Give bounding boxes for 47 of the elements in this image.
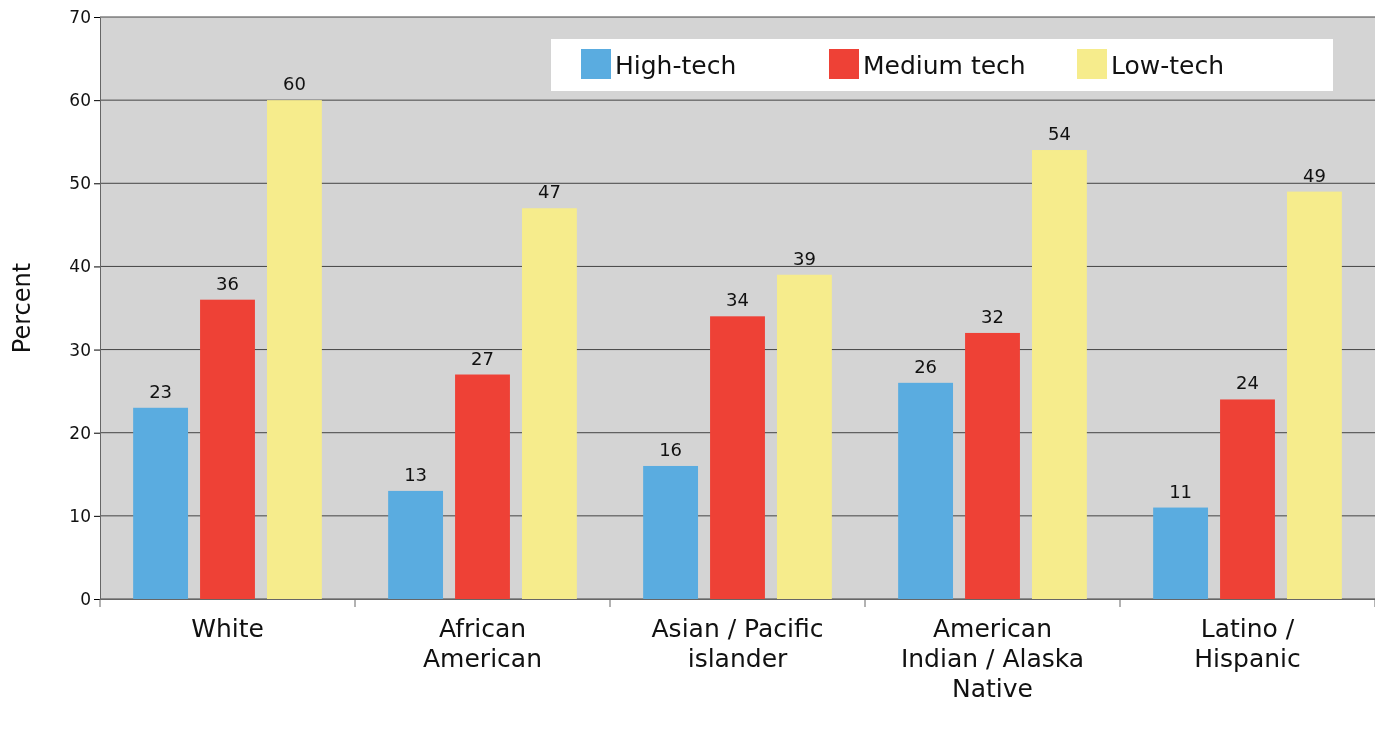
bar (776, 274, 832, 599)
bar (200, 299, 255, 599)
bar (965, 332, 1020, 599)
data-label: 34 (726, 289, 749, 311)
bar (643, 465, 699, 599)
legend-label: Low-tech (1111, 51, 1225, 80)
y-tick-label: 70 (69, 6, 91, 27)
bar (710, 316, 765, 599)
bar (455, 374, 510, 599)
x-tick-label: Latino / Hispanic (1194, 614, 1301, 673)
x-tick-label: African American (423, 614, 542, 673)
y-tick-label: 60 (69, 90, 91, 111)
data-label: 60 (282, 73, 306, 95)
bar (133, 407, 189, 599)
bar (898, 382, 954, 599)
data-label: 39 (792, 247, 816, 269)
data-label: 26 (914, 355, 938, 377)
y-tick-label: 20 (69, 422, 91, 443)
bar (1031, 150, 1087, 599)
bar (1220, 399, 1275, 599)
x-tick-label: Asian / Pacific islander (651, 614, 824, 673)
data-label: 11 (1169, 480, 1193, 502)
x-tick-label: White (191, 614, 264, 643)
data-label: 32 (981, 305, 1004, 327)
y-axis-title: Percent (8, 262, 36, 354)
legend-label: High-tech (615, 51, 737, 80)
data-label: 36 (216, 272, 239, 294)
y-tick-label: 50 (69, 173, 91, 194)
data-label: 54 (1047, 123, 1071, 145)
bar (1153, 507, 1209, 599)
bar (1286, 191, 1342, 599)
data-label: 47 (537, 181, 561, 203)
legend-label: Medium tech (863, 51, 1026, 80)
data-label: 27 (471, 347, 494, 369)
data-label: 49 (1302, 164, 1326, 186)
data-label: 24 (1236, 372, 1259, 394)
y-tick-label: 10 (69, 505, 91, 526)
y-tick-label: 30 (69, 339, 91, 360)
data-label: 16 (659, 438, 683, 460)
bar (388, 490, 444, 599)
x-tick-label: American Indian / Alaska Native (900, 614, 1085, 703)
data-label: 13 (404, 463, 428, 485)
bar (266, 100, 322, 599)
y-tick-label: 0 (80, 588, 91, 609)
bar (521, 208, 577, 599)
data-label: 23 (149, 380, 173, 402)
y-tick-label: 40 (69, 256, 91, 277)
